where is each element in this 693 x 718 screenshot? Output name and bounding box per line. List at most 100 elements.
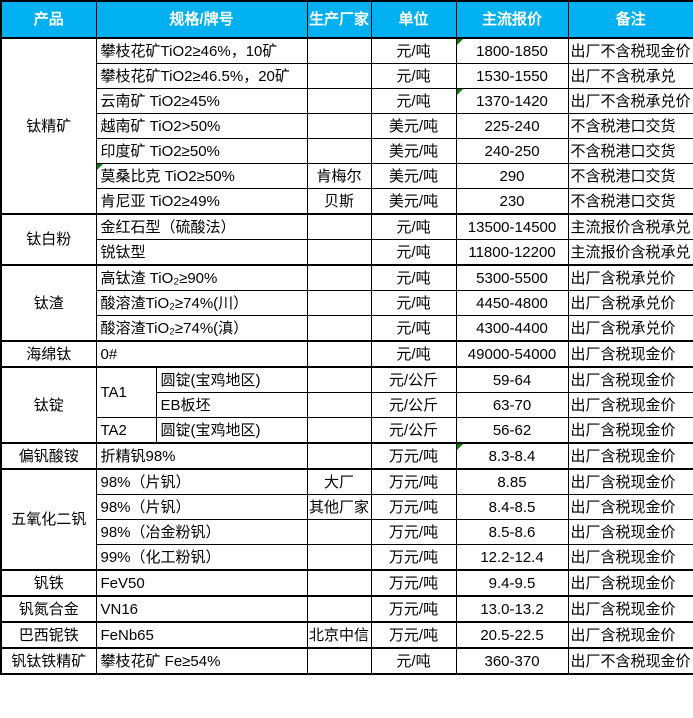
note-cell: 不含税港口交货 [567, 138, 693, 164]
note-cell: 出厂不含税现金价 [567, 37, 693, 64]
manufacturer-cell [306, 63, 372, 89]
spec-cell: 金红石型（硫酸法） [95, 213, 308, 240]
manufacturer-cell: 其他厂家 [306, 494, 372, 520]
spec-cell: 98%（冶金粉钒） [95, 519, 308, 545]
table-row: 98%（片钒） 其他厂家 万元/吨 8.4-8.5 出厂含税现金价 [1, 494, 693, 520]
unit-cell: 万元/吨 [370, 569, 457, 597]
header-cell-product: 产品 [0, 0, 97, 39]
note-cell: 出厂不含税承兑价 [567, 88, 693, 114]
table-row: 钛渣 高钛渣 TiO₂≥90% 元/吨 5300-5500 出厂含税承兑价 [0, 264, 693, 342]
price-cell: 49000-54000 [455, 340, 569, 368]
note-cell: 出厂含税现金价 [567, 494, 693, 520]
unit-cell: 元/吨 [370, 239, 457, 266]
unit-cell: 元/吨 [370, 340, 457, 368]
product-cell: 钒钛铁精矿 [0, 647, 97, 675]
spec-cell: 莫桑比克 TiO2≥50% [95, 163, 308, 189]
spec-cell: FeV50 [95, 569, 308, 597]
note-cell: 主流报价含税承兑 [567, 239, 693, 266]
spec-cell: 印度矿 TiO2≥50% [95, 138, 308, 164]
manufacturer-cell [306, 88, 372, 114]
product-cell: 巴西铌铁 [0, 621, 97, 649]
unit-cell: 万元/吨 [370, 595, 457, 623]
table-row: 钒钛铁精矿 攀枝花矿 Fe≥54% 元/吨 360-370 出厂不含税现金价 [0, 647, 693, 675]
manufacturer-cell: 肯梅尔 [306, 163, 372, 189]
note-cell: 出厂含税现金价 [567, 544, 693, 571]
table-row: EB板坯 元/公斤 63-70 出厂含税现金价 [1, 392, 693, 418]
table-row: 98%（冶金粉钒） 万元/吨 8.5-8.6 出厂含税现金价 [1, 519, 693, 545]
note-cell: 出厂含税承兑价 [567, 264, 693, 291]
spec-cell: EB板坯 [155, 392, 308, 418]
price-cell: 63-70 [455, 392, 569, 418]
price-text: 1370-1420 [476, 92, 548, 110]
spec-cell: 高钛渣 TiO₂≥90% [95, 264, 308, 291]
table-row: 攀枝花矿TiO2≥46.5%，20矿 元/吨 1530-1550 出厂不含税承兑 [1, 63, 693, 89]
note-cell: 出厂含税现金价 [567, 519, 693, 545]
spec-cell: 酸溶渣TiO₂≥74%(川） [95, 290, 308, 316]
manufacturer-cell [306, 213, 372, 240]
spec-cell: 折精钒98% [95, 442, 308, 470]
note-cell: 出厂含税承兑价 [567, 290, 693, 316]
price-cell: 13.0-13.2 [455, 595, 569, 623]
unit-cell: 元/吨 [370, 63, 457, 89]
unit-cell: 美元/吨 [370, 138, 457, 164]
table-row: 钛白粉 金红石型（硫酸法） 元/吨 13500-14500 主流报价含税承兑 [0, 213, 693, 266]
manufacturer-cell [306, 264, 372, 291]
unit-cell: 元/吨 [370, 647, 457, 675]
note-cell: 出厂含税现金价 [567, 569, 693, 597]
table-row: 印度矿 TiO2≥50% 美元/吨 240-250 不含税港口交货 [1, 138, 693, 164]
manufacturer-cell [306, 519, 372, 545]
unit-cell: 元/公斤 [370, 417, 457, 444]
spec-cell: FeNb65 [95, 621, 308, 649]
price-cell: 8.5-8.6 [455, 519, 569, 545]
table-row: 钒氮合金 VN16 万元/吨 13.0-13.2 出厂含税现金价 [0, 595, 693, 623]
spec-cell: 0# [95, 340, 308, 368]
table-row: 钛锭 TA1 圆锭(宝鸡地区) 元/公斤 59-64 出厂含税现金价 [0, 366, 693, 444]
product-cell: 钛渣 [0, 264, 97, 342]
product-cell: 钛锭 [0, 366, 97, 444]
price-cell: 1530-1550 [455, 63, 569, 89]
price-cell: 5300-5500 [455, 264, 569, 291]
grade-cell: TA2 [95, 417, 157, 444]
manufacturer-cell [306, 442, 372, 470]
table-row: 钒铁 FeV50 万元/吨 9.4-9.5 出厂含税现金价 [0, 569, 693, 597]
price-cell: 360-370 [455, 647, 569, 675]
price-text: 8.3-8.4 [488, 447, 536, 465]
price-cell: 4450-4800 [455, 290, 569, 316]
table-row: 锐钛型 元/吨 11800-12200 主流报价含税承兑 [1, 239, 693, 266]
header-cell-unit: 单位 [370, 0, 457, 39]
unit-cell: 万元/吨 [370, 519, 457, 545]
price-cell: 56-62 [455, 417, 569, 444]
price-cell: 4300-4400 [455, 315, 569, 342]
table-row: 莫桑比克 TiO2≥50% 肯梅尔 美元/吨 290 不含税港口交货 [1, 163, 693, 189]
manufacturer-cell [306, 569, 372, 597]
price-cell: 225-240 [455, 113, 569, 139]
price-cell: 20.5-22.5 [455, 621, 569, 649]
unit-cell: 元/公斤 [370, 392, 457, 418]
unit-cell: 万元/吨 [370, 621, 457, 649]
note-cell: 出厂不含税承兑 [567, 63, 693, 89]
manufacturer-cell [306, 340, 372, 368]
header-cell-note: 备注 [567, 0, 693, 39]
spec-cell: 云南矿 TiO2≥45% [95, 88, 308, 114]
unit-cell: 万元/吨 [370, 544, 457, 571]
manufacturer-cell [306, 647, 372, 675]
manufacturer-cell [306, 138, 372, 164]
price-cell: 13500-14500 [455, 213, 569, 240]
price-cell: 1800-1850 [455, 37, 569, 64]
price-cell: 240-250 [455, 138, 569, 164]
note-cell: 主流报价含税承兑 [567, 213, 693, 240]
manufacturer-cell [306, 239, 372, 266]
table-row: 偏钒酸铵 折精钒98% 万元/吨 8.3-8.4 出厂含税现金价 [0, 442, 693, 470]
product-cell: 海绵钛 [0, 340, 97, 368]
product-cell: 五氧化二钒 [0, 468, 97, 571]
spec-cell: 酸溶渣TiO₂≥74%(滇） [95, 315, 308, 342]
note-cell: 出厂含税承兑价 [567, 315, 693, 342]
spec-text: 莫桑比克 TiO2≥50% [100, 167, 235, 185]
table-row: 海绵钛 0# 元/吨 49000-54000 出厂含税现金价 [0, 340, 693, 368]
manufacturer-cell [306, 37, 372, 64]
unit-cell: 元/吨 [370, 213, 457, 240]
comment-indicator-icon [457, 89, 463, 95]
manufacturer-cell [306, 113, 372, 139]
spec-cell: VN16 [95, 595, 308, 623]
price-cell: 230 [455, 188, 569, 215]
